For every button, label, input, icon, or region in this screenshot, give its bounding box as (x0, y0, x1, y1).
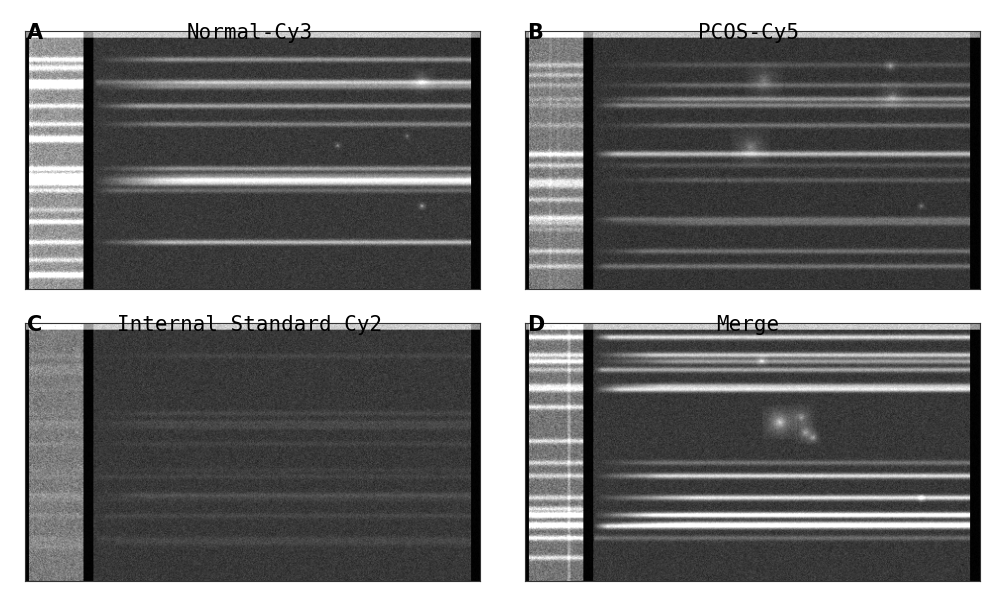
Text: PCOS-Cy5: PCOS-Cy5 (698, 23, 798, 43)
Text: B: B (527, 23, 543, 43)
Text: C: C (27, 315, 42, 336)
Text: Internal Standard Cy2: Internal Standard Cy2 (117, 315, 383, 336)
Text: Merge: Merge (716, 315, 780, 336)
Text: A: A (27, 23, 43, 43)
Text: D: D (527, 315, 544, 336)
Text: Normal-Cy3: Normal-Cy3 (187, 23, 313, 43)
